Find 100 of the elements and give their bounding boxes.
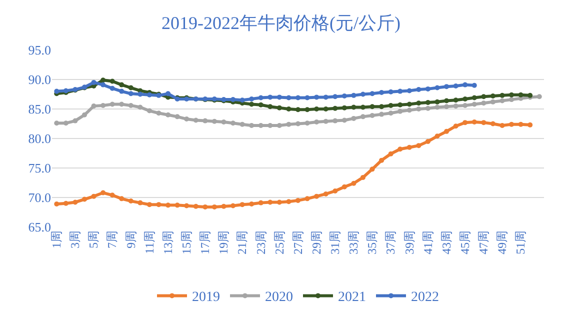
point	[221, 119, 226, 124]
x-tick-label: 49周	[495, 230, 510, 254]
point	[481, 120, 486, 126]
point	[416, 143, 422, 148]
point	[91, 104, 96, 109]
point	[398, 102, 403, 108]
point	[193, 118, 198, 123]
point	[500, 98, 505, 104]
point	[425, 138, 430, 144]
point	[174, 202, 180, 208]
point	[276, 94, 282, 100]
point	[351, 92, 356, 98]
point	[100, 82, 106, 88]
x-tick-label: 37周	[384, 230, 398, 254]
point	[360, 174, 366, 180]
point	[258, 102, 264, 108]
point	[138, 92, 143, 97]
point	[128, 102, 134, 108]
point	[193, 204, 198, 209]
x-tick-label: 19周	[216, 230, 231, 254]
point	[268, 104, 273, 110]
point	[434, 134, 440, 139]
point	[481, 100, 486, 106]
point	[472, 102, 477, 107]
point	[296, 121, 300, 126]
point	[332, 106, 338, 111]
x-tick-label: 5周	[86, 230, 101, 248]
point	[314, 106, 320, 112]
point	[388, 151, 394, 156]
point	[388, 110, 394, 116]
point	[128, 91, 134, 96]
point	[406, 108, 412, 113]
point	[304, 196, 310, 202]
point	[398, 146, 403, 152]
x-tick-label: 51周	[514, 230, 528, 254]
point	[314, 119, 320, 124]
point	[184, 116, 190, 122]
point	[500, 123, 505, 128]
point	[146, 202, 152, 208]
point	[360, 104, 366, 110]
point	[54, 88, 60, 94]
point	[54, 120, 60, 126]
point	[406, 88, 412, 94]
x-tick-label: 1周	[50, 230, 64, 248]
x-tick-label: 15周	[180, 230, 194, 254]
point	[444, 84, 450, 90]
y-tick-label: 80.0	[28, 131, 51, 146]
x-tick-label: 7周	[105, 230, 120, 248]
point	[212, 204, 217, 210]
point	[406, 102, 412, 107]
x-tick-label: 13周	[160, 230, 175, 254]
point	[249, 201, 254, 206]
x-tick-label: 3周	[68, 230, 82, 248]
point	[100, 190, 106, 196]
point	[314, 194, 320, 199]
y-tick-label: 95.0	[28, 42, 51, 58]
point	[119, 82, 124, 88]
point	[258, 200, 264, 206]
point	[258, 123, 264, 128]
x-tick-label: 33周	[346, 230, 361, 254]
point	[453, 124, 458, 129]
point	[146, 108, 152, 114]
point	[379, 90, 384, 95]
x-tick-label: 39周	[402, 230, 416, 254]
point	[332, 118, 338, 124]
y-tick-label: 85.0	[28, 102, 51, 117]
point	[230, 120, 236, 126]
point	[166, 91, 171, 96]
point	[286, 106, 292, 112]
point	[323, 106, 328, 112]
point	[100, 78, 106, 83]
point	[54, 201, 60, 206]
point	[500, 92, 505, 98]
point	[212, 118, 217, 124]
point	[351, 180, 356, 186]
point	[268, 200, 273, 205]
point	[509, 122, 514, 127]
point	[342, 184, 347, 190]
point	[221, 204, 226, 209]
point	[490, 121, 496, 126]
point	[416, 87, 422, 92]
x-tick-label: 21周	[235, 230, 250, 254]
point	[425, 86, 430, 92]
point	[342, 118, 347, 123]
point	[351, 116, 356, 121]
point	[360, 92, 366, 97]
point	[379, 112, 384, 117]
point	[110, 78, 115, 84]
point	[518, 122, 524, 127]
point	[323, 118, 328, 124]
point	[388, 89, 394, 94]
point	[258, 95, 264, 100]
point	[509, 97, 514, 102]
point	[128, 198, 134, 204]
point	[286, 122, 292, 127]
point	[528, 122, 533, 128]
x-tick-label: 17周	[198, 230, 212, 254]
point	[91, 194, 96, 199]
point	[249, 96, 254, 102]
x-tick-label: 25周	[272, 230, 286, 254]
